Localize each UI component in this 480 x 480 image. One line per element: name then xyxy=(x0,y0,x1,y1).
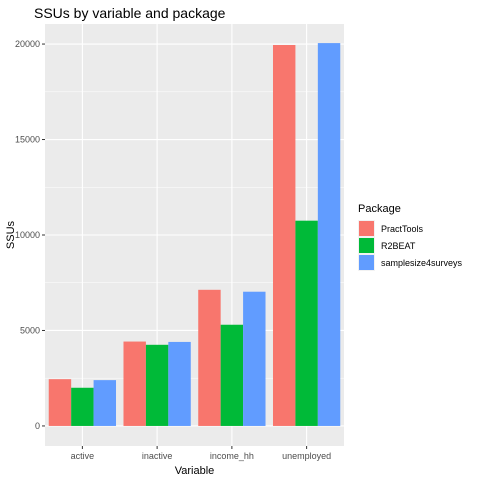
legend-title: Package xyxy=(358,203,401,215)
x-tick-label: unemployed xyxy=(282,451,331,461)
legend-key xyxy=(359,255,374,270)
y-axis-title: SSUs xyxy=(5,220,17,249)
legend: Package PractTools R2BEAT samplesize4surve… xyxy=(358,203,463,271)
bar xyxy=(317,43,341,426)
legend-label: R2BEAT xyxy=(381,241,416,251)
x-tick-label: inactive xyxy=(142,451,173,461)
legend-label: samplesize4surveys xyxy=(381,258,463,268)
y-tick-label: 20000 xyxy=(15,39,40,49)
x-axis: active inactive income_hh unemployed xyxy=(71,446,331,461)
legend-label: PractTools xyxy=(381,224,424,234)
x-tick-label: active xyxy=(71,451,95,461)
y-tick-label: 0 xyxy=(35,421,40,431)
x-tick-label: income_hh xyxy=(210,451,254,461)
bar xyxy=(272,45,296,426)
bar xyxy=(295,220,318,426)
y-tick-label: 15000 xyxy=(15,135,40,145)
bar xyxy=(220,324,244,426)
bars xyxy=(48,43,341,426)
chart-title: SSUs by variable and package xyxy=(34,5,226,21)
legend-key xyxy=(359,238,374,253)
y-tick-label: 10000 xyxy=(15,230,40,240)
legend-key xyxy=(359,221,374,236)
bar xyxy=(243,291,266,426)
bar xyxy=(48,379,72,426)
bar xyxy=(93,380,117,426)
bar xyxy=(145,344,169,426)
bar xyxy=(123,341,146,426)
bar xyxy=(198,289,221,426)
y-tick-label: 5000 xyxy=(20,325,40,335)
y-axis: 0 5000 10000 15000 20000 xyxy=(15,39,45,431)
x-axis-title: Variable xyxy=(175,465,215,477)
bar xyxy=(71,387,94,426)
bar xyxy=(168,341,191,426)
